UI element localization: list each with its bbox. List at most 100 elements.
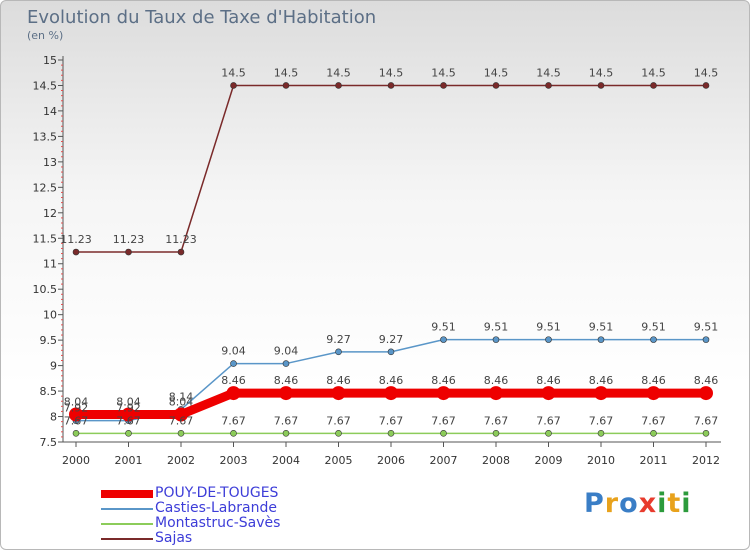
data-point	[335, 430, 342, 437]
y-tick-label: 13.5	[33, 130, 58, 143]
data-label: 8.46	[379, 374, 404, 387]
data-label: 7.67	[64, 414, 89, 427]
proxiti-logo: Proxiti	[584, 488, 692, 519]
data-label: 9.51	[694, 321, 719, 334]
data-label: 11.23	[60, 233, 92, 246]
data-label: 9.04	[221, 345, 246, 358]
data-label: 14.5	[641, 66, 666, 79]
data-label: 9.51	[484, 321, 509, 334]
y-tick-label: 11	[43, 258, 57, 271]
y-tick-label: 8	[50, 411, 57, 424]
data-point	[387, 430, 395, 437]
data-point	[541, 386, 556, 401]
data-label: 9.27	[379, 333, 404, 346]
data-label: 9.51	[536, 321, 561, 334]
data-label: 14.5	[536, 66, 561, 79]
data-label: 7.67	[221, 414, 246, 427]
data-label: 7.92	[64, 402, 89, 415]
data-label: 9.04	[274, 345, 299, 358]
data-label: 7.92	[116, 402, 141, 415]
data-label: 14.5	[326, 66, 351, 79]
data-point	[702, 82, 710, 89]
data-point	[282, 82, 290, 89]
data-label: 14.5	[431, 66, 456, 79]
data-point	[646, 386, 661, 401]
data-label: 8.46	[536, 374, 561, 387]
data-label: 14.5	[274, 66, 299, 79]
y-tick-label: 15	[43, 54, 57, 67]
data-point	[384, 386, 398, 401]
data-label: 7.67	[589, 414, 614, 427]
data-point	[335, 82, 342, 89]
y-tick-label: 14	[43, 105, 57, 118]
legend-swatch	[101, 523, 153, 525]
data-label: 8.46	[326, 374, 351, 387]
data-label: 14.5	[694, 66, 719, 79]
chart-unit: (en %)	[27, 29, 64, 42]
data-label: 8.46	[589, 374, 614, 387]
data-label: 14.5	[589, 66, 614, 79]
data-point	[440, 336, 447, 343]
data-point	[387, 348, 395, 356]
logo-letter: P	[584, 488, 605, 519]
data-point	[440, 82, 447, 89]
legend-swatch	[101, 508, 153, 510]
data-point	[545, 82, 552, 89]
data-point	[650, 430, 657, 437]
data-label: 7.67	[379, 414, 404, 427]
data-label: 9.51	[641, 321, 666, 334]
y-tick-label: 12	[43, 207, 57, 220]
x-tick-label: 2006	[377, 454, 405, 467]
data-point	[597, 82, 605, 89]
data-label: 7.67	[116, 414, 141, 427]
data-label: 7.67	[326, 414, 351, 427]
data-point	[121, 407, 136, 422]
data-point	[331, 386, 346, 401]
x-tick-label: 2010	[587, 454, 615, 467]
y-tick-label: 8.5	[40, 385, 58, 398]
data-label: 7.67	[536, 414, 561, 427]
legend-swatch	[101, 490, 153, 498]
data-point	[230, 82, 237, 89]
legend-label: Casties-Labrande	[155, 500, 277, 516]
data-label: 8.46	[641, 374, 666, 387]
data-point	[387, 82, 395, 89]
data-point	[650, 336, 657, 343]
data-point	[282, 360, 290, 367]
data-point	[545, 336, 552, 343]
axes: 7.5 8 8.5 9 9.5 10 10.5 11 11.5 12 12.5 13 13.5 14 14.…	[33, 54, 721, 467]
x-tick-label: 2000	[62, 454, 90, 467]
data-point	[125, 430, 132, 437]
chart-title: Evolution du Taux de Taxe d'Habitation	[27, 7, 377, 28]
data-point	[440, 430, 447, 437]
value-labels: 8.04 8.04 8.04 8.46 8.46 8.46 8.46 8.46 8.46 8.46…	[60, 66, 718, 427]
data-point	[492, 336, 500, 343]
data-label: 7.67	[431, 414, 456, 427]
data-point	[230, 430, 237, 437]
legend-label: POUY-DE-TOUGES	[155, 485, 279, 501]
logo-letter: i	[681, 488, 692, 519]
data-point	[177, 248, 185, 256]
data-point	[594, 386, 608, 401]
data-point	[174, 407, 188, 422]
data-label: 8.46	[431, 374, 456, 387]
x-tick-label: 2001	[115, 454, 143, 467]
data-label: 14.5	[379, 66, 404, 79]
x-tick-label: 2009	[535, 454, 563, 467]
data-point	[597, 430, 605, 437]
data-point	[492, 82, 500, 89]
data-point	[226, 386, 241, 401]
logo-letter: t	[667, 488, 682, 519]
data-label: 11.23	[113, 233, 145, 246]
x-tick-label: 2003	[220, 454, 248, 467]
y-tick-label: 7.5	[40, 436, 58, 449]
data-label: 9.51	[431, 321, 456, 334]
x-tick-label: 2005	[325, 454, 353, 467]
logo-letter: x	[638, 488, 658, 519]
data-label: 8.04	[116, 395, 141, 408]
x-tick-label: 2004	[272, 454, 300, 467]
data-point	[72, 430, 80, 437]
data-point	[125, 248, 132, 256]
data-label: 8.04	[64, 395, 89, 408]
